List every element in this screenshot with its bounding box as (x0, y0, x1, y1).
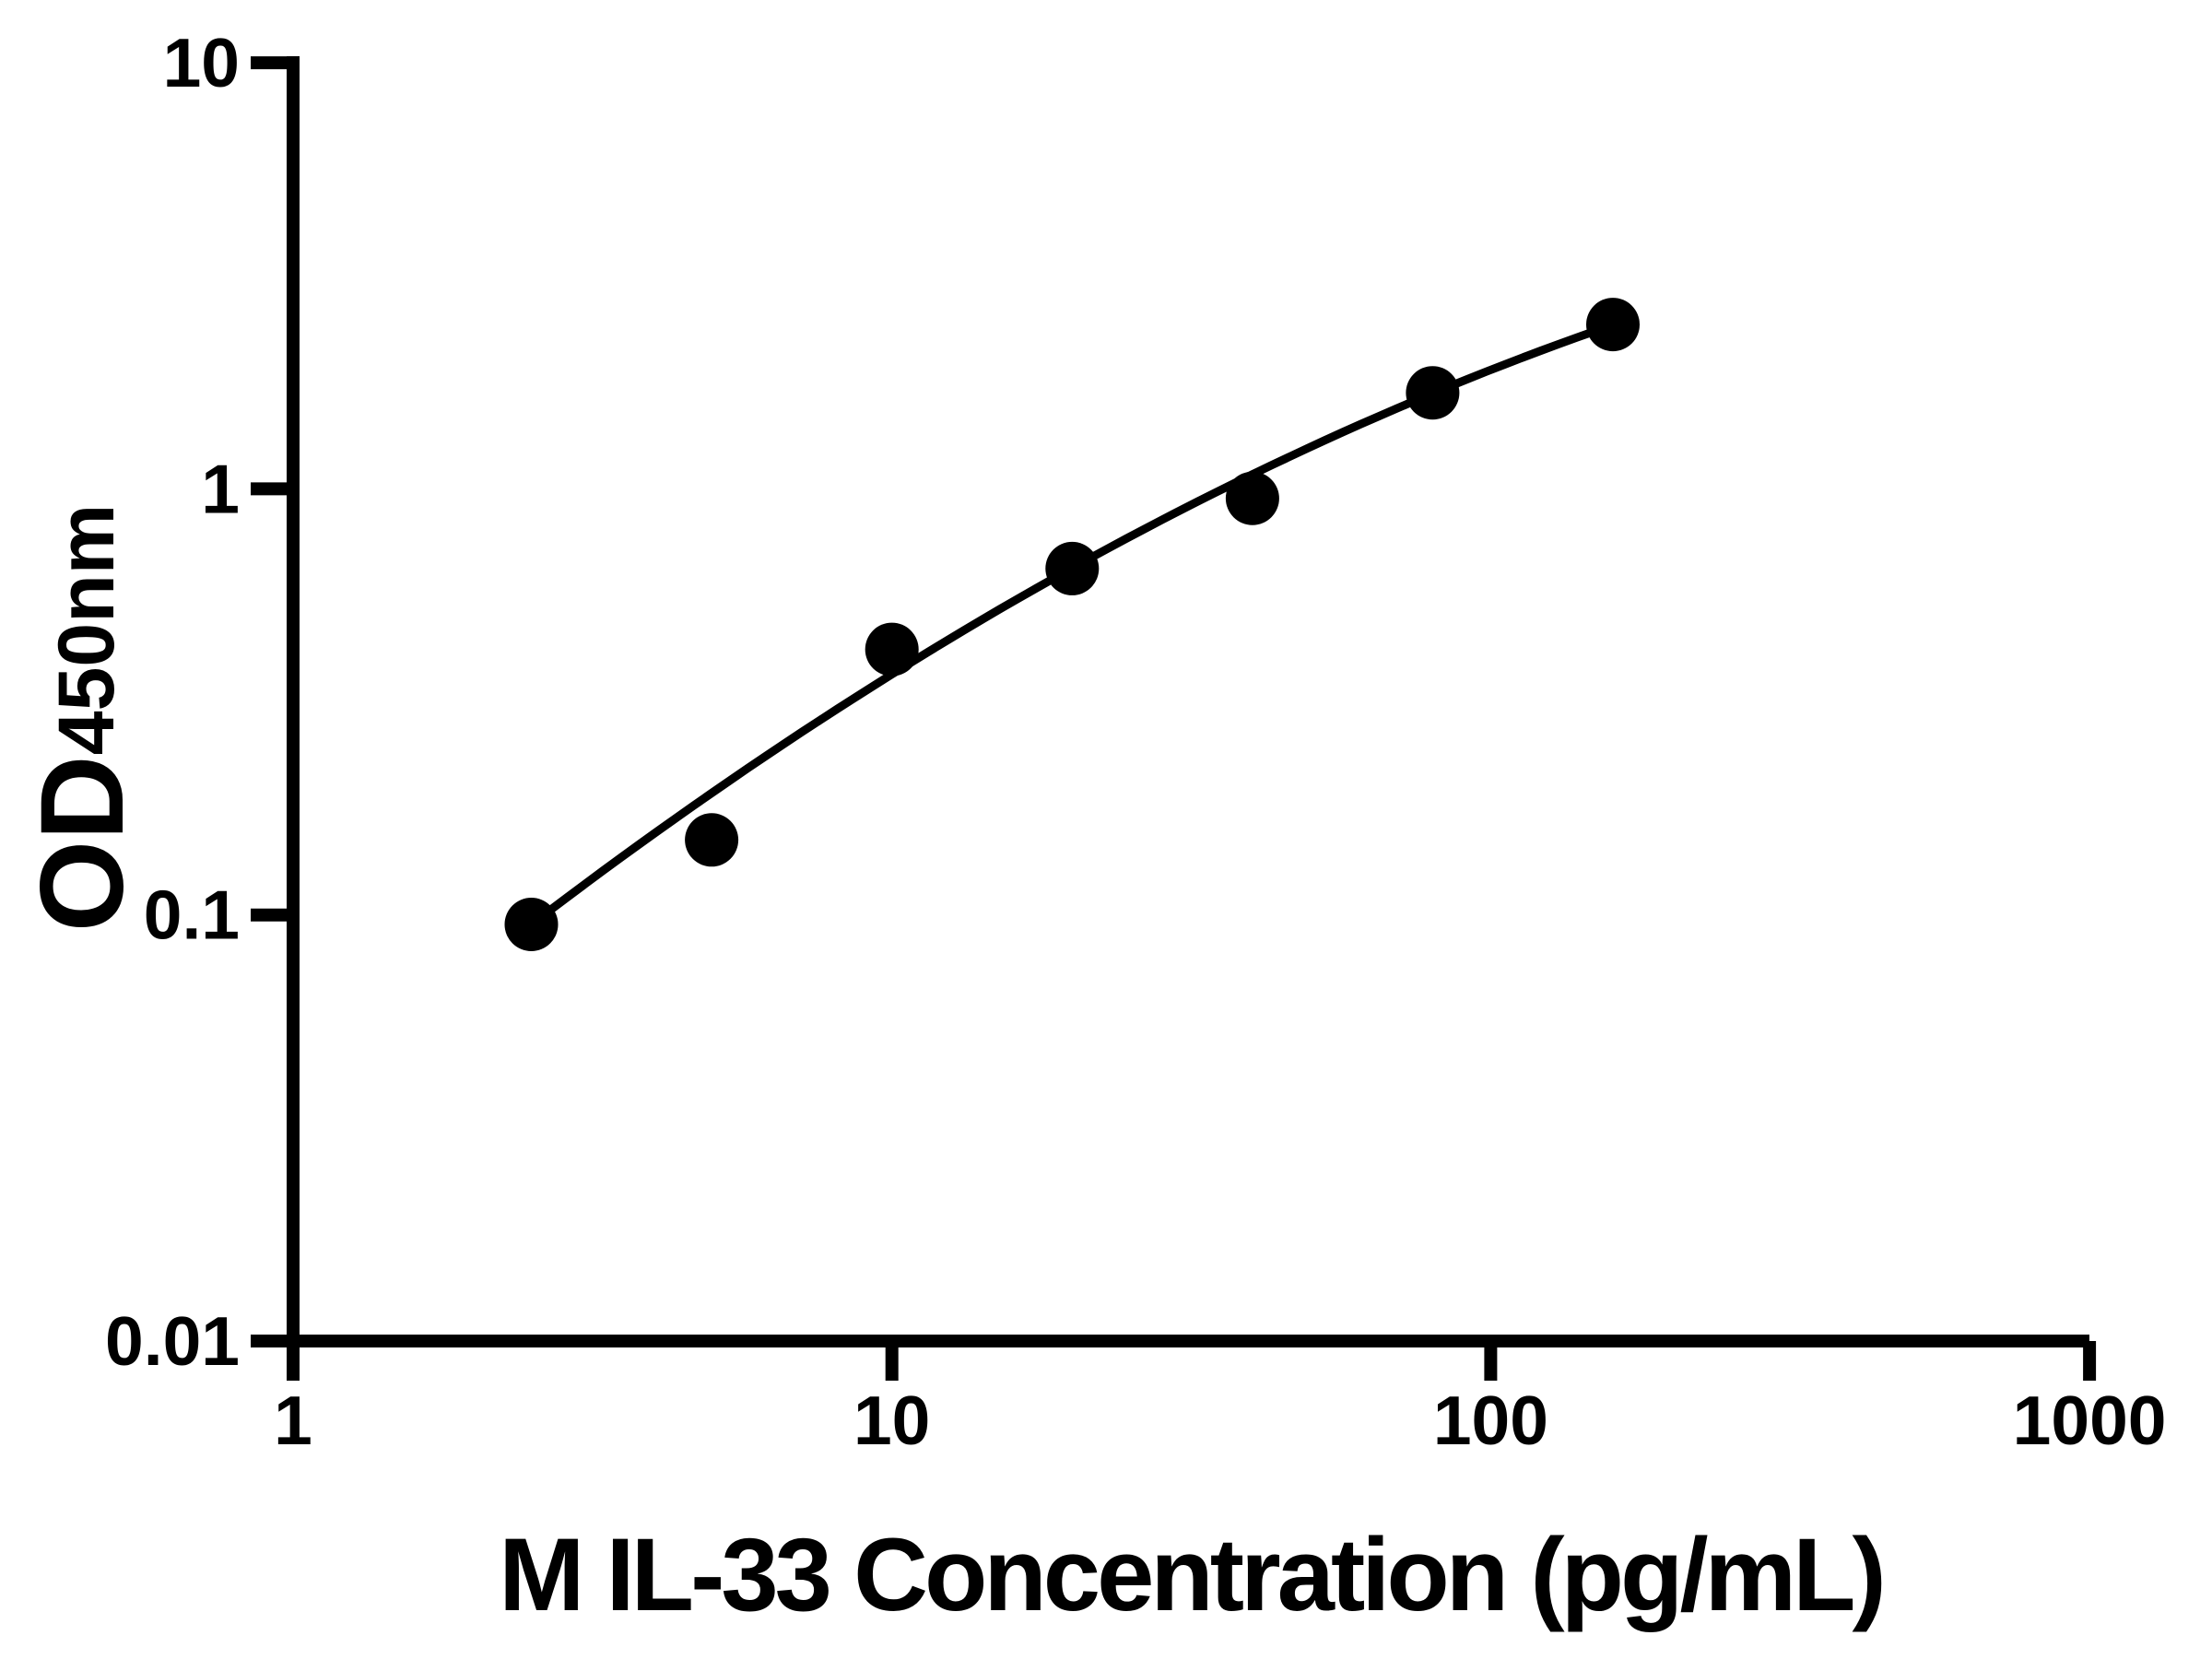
y-axis-title: OD450nm (17, 504, 148, 933)
y-tick-label: 0.01 (105, 1302, 240, 1380)
x-tick-label: 100 (1433, 1382, 1548, 1459)
data-point (1406, 366, 1460, 420)
data-point (865, 622, 919, 677)
y-axis-title-subscript: 450nm (42, 504, 131, 756)
data-point (1045, 541, 1100, 595)
x-tick-label: 1000 (2013, 1382, 2167, 1459)
y-axis-title-main: OD (17, 755, 148, 932)
data-point (1225, 471, 1279, 525)
axes (253, 56, 2089, 1381)
y-tick-label: 0.1 (144, 877, 240, 954)
x-axis-ticks (287, 1341, 2097, 1381)
y-axis-ticks (251, 56, 293, 1347)
x-tick-label: 10 (853, 1382, 930, 1459)
data-point (504, 898, 559, 951)
y-axis-tick-labels: 10 1 0.1 0.01 (105, 24, 240, 1380)
x-axis-title: M IL-33 Concentration (pg/mL) (499, 1517, 1883, 1632)
y-tick-label: 10 (163, 24, 240, 101)
series-layer (504, 298, 1640, 951)
data-point (1586, 298, 1640, 352)
x-axis-tick-labels: 1 10 100 1000 (274, 1382, 2166, 1459)
data-point (685, 813, 739, 867)
x-tick-label: 1 (274, 1382, 312, 1459)
y-tick-label: 1 (201, 450, 240, 527)
